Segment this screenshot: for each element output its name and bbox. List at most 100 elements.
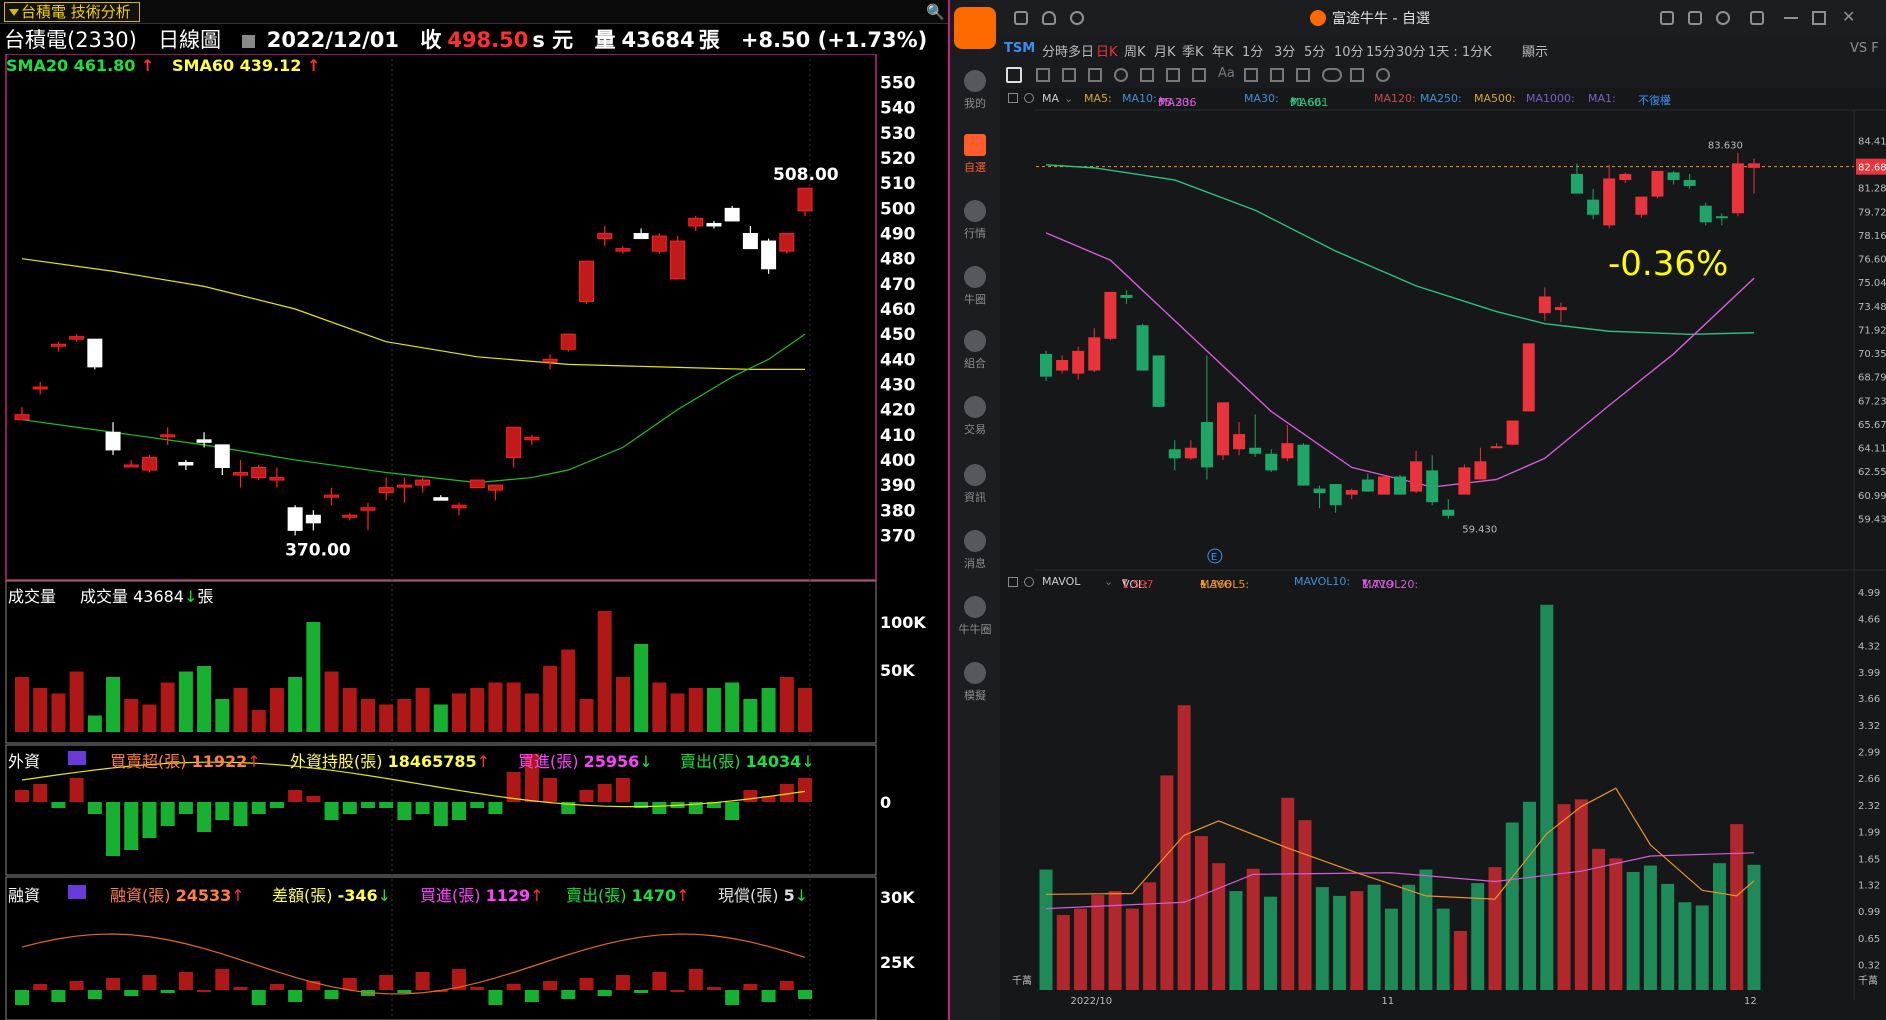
- trash-icon[interactable]: [1296, 68, 1310, 82]
- sidebar-item-0[interactable]: 我的: [950, 70, 1000, 111]
- candle-body: [1297, 444, 1310, 486]
- user-icon[interactable]: [1716, 11, 1730, 25]
- sidebar-item-3[interactable]: 牛圈: [950, 266, 1000, 307]
- channel-tool-icon[interactable]: [1088, 68, 1102, 82]
- volume-bar: [288, 677, 303, 732]
- candle-body: [615, 248, 631, 252]
- volume-bar: [597, 611, 612, 732]
- timeframe-7[interactable]: 1分: [1242, 45, 1264, 60]
- line-tool-icon[interactable]: [1036, 68, 1050, 82]
- collapse-icon[interactable]: [1008, 577, 1018, 587]
- maximize-icon[interactable]: [1812, 11, 1826, 25]
- margin-diff-bar: [233, 987, 248, 990]
- settings-icon[interactable]: [1376, 68, 1390, 82]
- collapse-icon[interactable]: [1008, 93, 1018, 103]
- timeframe-11[interactable]: 15分: [1366, 45, 1396, 60]
- sidebar-item-1[interactable]: 自選: [950, 134, 1000, 175]
- panel-menu-icon[interactable]: [68, 751, 86, 765]
- menu-icon[interactable]: [1014, 11, 1028, 25]
- timeframe-3[interactable]: 周K: [1124, 45, 1146, 60]
- display-menu[interactable]: 顯示: [1522, 45, 1549, 60]
- mavol-label[interactable]: MAVOL: [1042, 575, 1081, 588]
- foreign-net-bar: [779, 784, 794, 802]
- candle-body: [1249, 447, 1262, 454]
- mavol-dropdown-icon[interactable]: ⌄: [1104, 575, 1114, 588]
- headset-icon[interactable]: [1660, 11, 1674, 25]
- foreign-net-bar: [706, 802, 721, 808]
- text-tool-icon[interactable]: Aa: [1218, 66, 1235, 81]
- panel-menu-icon[interactable]: [68, 885, 86, 899]
- volume-bar: [1609, 858, 1623, 990]
- earnings-marker-circle: [1207, 548, 1223, 564]
- volume-tick: 4.99: [1858, 588, 1880, 599]
- timeframe-5[interactable]: 季K: [1182, 45, 1204, 60]
- timeframe-1[interactable]: 多日: [1068, 45, 1095, 60]
- timeframe-10[interactable]: 10分: [1334, 45, 1364, 60]
- window-divider[interactable]: [948, 0, 950, 1020]
- volume-bar: [634, 644, 649, 732]
- sidebar-item-9[interactable]: 模擬: [950, 662, 1000, 703]
- volume-bar: [1315, 887, 1329, 990]
- timeframe-4[interactable]: 月K: [1154, 45, 1176, 60]
- volume-bar: [1574, 799, 1588, 990]
- price-adjust-toggle[interactable]: 不復權: [1638, 94, 1671, 107]
- minimize-icon[interactable]: [1784, 17, 1798, 19]
- futu-logo[interactable]: [954, 7, 996, 49]
- candle-body: [651, 235, 667, 252]
- search-icon[interactable]: [1070, 11, 1084, 25]
- zoom-icon[interactable]: 🔍: [926, 3, 945, 21]
- sidebar-item-5[interactable]: 交易: [950, 396, 1000, 437]
- arrow-tool-icon[interactable]: [1192, 68, 1206, 82]
- shirt-icon[interactable]: [1688, 11, 1702, 25]
- close-icon[interactable]: ✕: [1842, 7, 1856, 26]
- timeframe-12[interactable]: 30分: [1396, 45, 1426, 60]
- futu-chart-canvas[interactable]: 84.411 82.680 81.288 79.727 78.165 76.604 75.0…: [1000, 0, 1886, 1020]
- timeframe-9[interactable]: 5分: [1304, 45, 1326, 60]
- settings-small-icon[interactable]: [1024, 93, 1034, 103]
- candle-body: [32, 386, 48, 390]
- volume-bar: [1419, 869, 1433, 990]
- timeframe-0[interactable]: 分時: [1042, 45, 1069, 60]
- volume-bar: [1350, 891, 1364, 990]
- mavol5-line: [1045, 787, 1755, 900]
- cursor-move-icon[interactable]: [1006, 67, 1022, 83]
- sidebar-item-4[interactable]: 組合: [950, 330, 1000, 371]
- candle-body: [1072, 350, 1085, 374]
- candle-body: [1345, 490, 1358, 495]
- ticker-label[interactable]: TSM: [1004, 41, 1036, 56]
- settings-small-icon[interactable]: [1024, 577, 1034, 587]
- pen-tool-icon[interactable]: [1140, 68, 1154, 82]
- tab-technical-analysis[interactable]: 台積電 技術分析: [4, 2, 140, 22]
- dropdown-triangle-icon[interactable]: [9, 9, 19, 16]
- price-tick: 60.991: [1858, 491, 1886, 502]
- shrink-icon[interactable]: [1750, 11, 1764, 25]
- sidebar-item-2[interactable]: 行情: [950, 200, 1000, 241]
- period-selector-icon[interactable]: [242, 35, 256, 48]
- link-icon[interactable]: [1322, 68, 1342, 82]
- timeframe-2[interactable]: 日K: [1096, 45, 1118, 60]
- ray-tool-icon[interactable]: [1062, 68, 1076, 82]
- bell-icon[interactable]: [1042, 11, 1056, 25]
- timeframe-6[interactable]: 年K: [1212, 45, 1234, 60]
- ma-label[interactable]: MA: [1042, 92, 1060, 105]
- price-tick: 520: [880, 149, 916, 169]
- margin-diff-bar: [470, 987, 485, 990]
- volume-bar: [1678, 902, 1692, 990]
- lock-icon[interactable]: [1270, 68, 1284, 82]
- template-icon[interactable]: [1350, 68, 1364, 82]
- candle-body: [160, 434, 176, 438]
- sidebar-item-7[interactable]: 消息: [950, 530, 1000, 571]
- magnet-icon[interactable]: [1114, 68, 1128, 82]
- sidebar-item-8[interactable]: 牛牛圈: [950, 596, 1000, 637]
- fib-tool-icon[interactable]: [1166, 68, 1180, 82]
- range-selector[interactable]: 1天 : 1分K: [1428, 45, 1492, 60]
- timeframe-8[interactable]: 3分: [1274, 45, 1296, 60]
- candle-body: [1104, 291, 1117, 339]
- margin-diff-bar: [397, 990, 412, 993]
- sma60-legend: SMA60 439.12 ↑: [172, 56, 321, 75]
- hide-drawings-icon[interactable]: [1244, 68, 1258, 82]
- ma-dropdown-icon[interactable]: ⌄: [1064, 92, 1074, 105]
- volume-bar: [488, 682, 503, 732]
- sidebar-item-6[interactable]: 資訊: [950, 464, 1000, 505]
- ta-chart-canvas[interactable]: 550 540 530 520 510 500 490 480 470 460 450 440 430 4…: [0, 54, 948, 1020]
